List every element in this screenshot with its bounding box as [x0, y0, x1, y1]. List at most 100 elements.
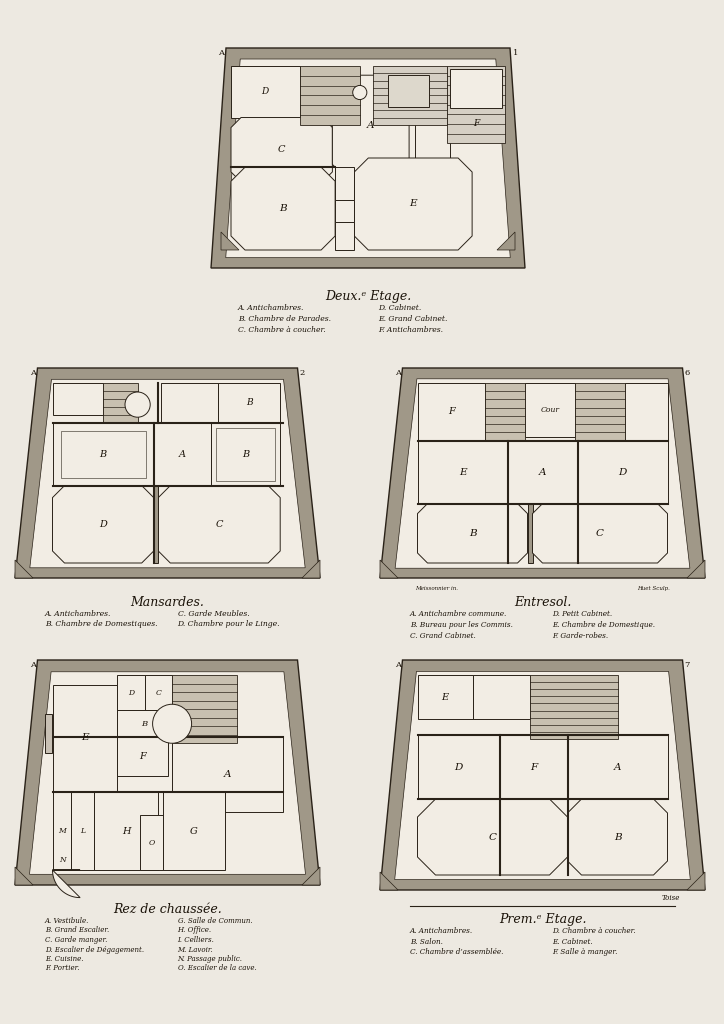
Text: 2: 2 — [300, 369, 305, 377]
Text: N: N — [59, 856, 65, 864]
Bar — [117, 737, 167, 776]
Bar — [153, 485, 159, 563]
Text: G. Salle de Commun.: G. Salle de Commun. — [177, 918, 252, 925]
Text: D: D — [127, 688, 134, 696]
Text: Deux.ᵉ Etage.: Deux.ᵉ Etage. — [325, 290, 411, 303]
Text: C: C — [156, 688, 161, 696]
Polygon shape — [53, 485, 153, 563]
Text: F. Portier.: F. Portier. — [45, 965, 80, 973]
Text: D. Escalier de Dégagement.: D. Escalier de Dégagement. — [45, 945, 144, 953]
Bar — [161, 383, 218, 423]
Text: N. Passage public.: N. Passage public. — [177, 955, 243, 963]
Bar — [140, 815, 163, 870]
Text: E: E — [442, 692, 449, 701]
Polygon shape — [231, 167, 335, 250]
Bar — [525, 383, 575, 437]
Bar — [153, 423, 211, 485]
Text: B. Bureau pour les Commis.: B. Bureau pour les Commis. — [410, 621, 513, 629]
Polygon shape — [15, 560, 33, 578]
Bar — [172, 675, 237, 743]
Bar — [415, 121, 450, 162]
Text: D: D — [455, 763, 463, 771]
Bar — [218, 383, 280, 423]
Polygon shape — [226, 59, 510, 258]
Text: E. Chambre de Domestique.: E. Chambre de Domestique. — [552, 621, 655, 629]
Text: C: C — [278, 145, 285, 155]
Polygon shape — [687, 872, 705, 890]
Text: D: D — [261, 87, 269, 96]
Polygon shape — [302, 560, 320, 578]
Polygon shape — [159, 485, 280, 563]
Bar — [335, 167, 354, 201]
Bar — [300, 66, 360, 125]
Bar — [485, 383, 525, 440]
Text: H: H — [122, 826, 130, 836]
Circle shape — [353, 85, 367, 99]
Polygon shape — [380, 368, 705, 578]
Text: Cour: Cour — [541, 406, 560, 414]
Polygon shape — [380, 560, 398, 578]
Bar — [568, 735, 668, 799]
Polygon shape — [30, 672, 306, 874]
Bar — [53, 792, 71, 870]
Text: C. Garde manger.: C. Garde manger. — [45, 936, 107, 944]
Text: F: F — [139, 753, 146, 762]
Text: F. Antichambres.: F. Antichambres. — [378, 326, 443, 334]
Text: A: A — [224, 770, 231, 779]
Bar — [530, 675, 618, 739]
Bar — [61, 431, 146, 477]
Polygon shape — [15, 660, 320, 885]
Text: D: D — [99, 520, 107, 528]
Polygon shape — [395, 672, 690, 880]
Bar — [231, 66, 300, 118]
Polygon shape — [687, 560, 705, 578]
Bar — [418, 675, 473, 719]
Text: Huet Sculp.: Huet Sculp. — [637, 586, 670, 591]
Bar — [418, 440, 508, 504]
Text: C: C — [489, 833, 497, 842]
Text: I. Celliers.: I. Celliers. — [177, 936, 214, 944]
Text: A: A — [614, 763, 621, 771]
Bar — [117, 675, 145, 710]
Text: A: A — [218, 49, 224, 57]
Text: E: E — [409, 200, 417, 209]
Text: A. Antichambres.: A. Antichambres. — [410, 927, 473, 935]
Text: H. Office.: H. Office. — [177, 927, 211, 935]
Text: C. Grand Cabinet.: C. Grand Cabinet. — [410, 632, 476, 640]
Text: L: L — [80, 827, 85, 835]
Text: O. Escalier de la cave.: O. Escalier de la cave. — [177, 965, 256, 973]
Bar — [211, 423, 280, 485]
Polygon shape — [211, 48, 525, 268]
Text: E: E — [81, 733, 88, 742]
Text: Rez de chaussée.: Rez de chaussée. — [113, 903, 222, 916]
Polygon shape — [418, 504, 528, 563]
Bar — [388, 75, 429, 108]
Text: A: A — [30, 662, 36, 669]
Text: 7: 7 — [685, 662, 690, 669]
Bar — [53, 423, 153, 485]
Text: D: D — [618, 468, 627, 476]
Text: A: A — [179, 450, 186, 459]
Bar — [528, 504, 532, 563]
Text: O: O — [148, 839, 154, 847]
Bar — [418, 383, 485, 440]
Text: F. Garde-robes.: F. Garde-robes. — [552, 632, 609, 640]
Bar — [418, 735, 500, 799]
Text: Entresol.: Entresol. — [514, 596, 571, 609]
Text: A: A — [539, 468, 546, 476]
Polygon shape — [418, 799, 568, 874]
Polygon shape — [354, 158, 472, 250]
Polygon shape — [302, 867, 320, 885]
Bar — [163, 792, 225, 870]
Bar — [500, 735, 568, 799]
Text: B: B — [246, 398, 253, 408]
Text: A: A — [367, 121, 374, 130]
Text: A: A — [395, 369, 401, 377]
Bar — [145, 675, 172, 710]
Text: A: A — [395, 662, 401, 669]
Text: C: C — [596, 528, 604, 538]
Text: F: F — [473, 120, 479, 128]
Bar — [508, 440, 578, 504]
Bar — [578, 440, 668, 504]
Polygon shape — [231, 118, 332, 182]
